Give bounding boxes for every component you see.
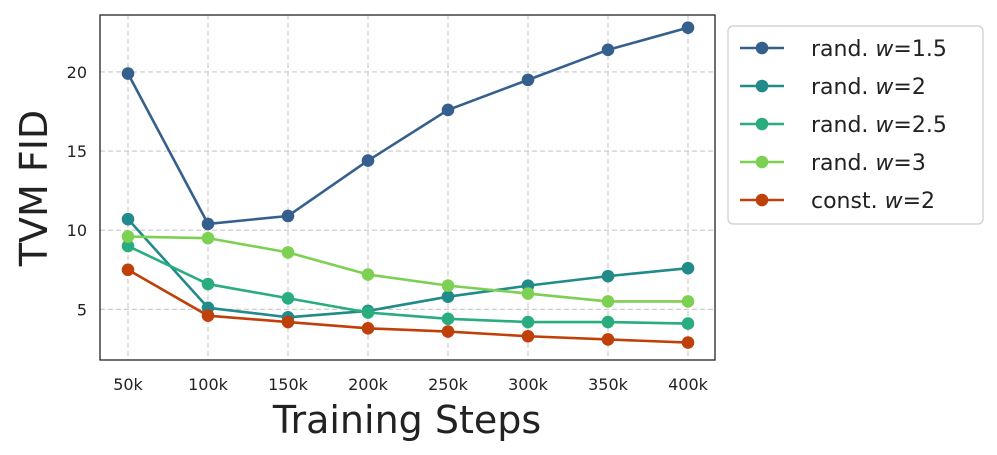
data-point: [681, 317, 695, 330]
y-axis-title: TVM FID: [12, 110, 56, 267]
legend: rand. w=1.5 rand. w=2 rand. w=2.5 rand. w=3…: [727, 25, 984, 225]
data-point: [521, 315, 535, 329]
legend-marker: [755, 193, 769, 207]
legend-box: [727, 25, 984, 225]
legend-marker: [755, 41, 769, 55]
series-5: [121, 263, 695, 349]
data-point: [201, 231, 215, 245]
y-tick-label: 15: [67, 142, 87, 161]
series-line: [127, 244, 689, 325]
data-point: [441, 312, 455, 326]
data-point: [361, 154, 375, 167]
x-tick-label: 150k: [268, 375, 309, 394]
x-tick-label: 250k: [428, 375, 469, 394]
x-tick-label: 50k: [113, 375, 143, 394]
data-point: [681, 21, 695, 34]
legend-entries: rand. w=1.5 rand. w=2 rand. w=2.5 rand. w=3…: [740, 37, 947, 214]
plot-frame: [99, 14, 716, 361]
data-point: [281, 246, 295, 259]
data-point: [121, 263, 135, 277]
legend-entry-3: rand. w=2.5: [740, 113, 947, 138]
x-tick-label: 400k: [668, 375, 709, 394]
x-tick-label: 200k: [348, 375, 389, 394]
legend-label: rand. w=2.5: [811, 113, 947, 138]
series-line: [127, 235, 688, 303]
data-point: [201, 309, 215, 322]
data-point: [601, 333, 615, 346]
data-point: [601, 43, 615, 57]
data-point: [601, 295, 615, 308]
legend-label: rand. w=1.5: [811, 37, 947, 62]
data-point: [281, 291, 295, 305]
legend-marker: [755, 117, 769, 131]
y-tick-labels: 5 10 15 20: [67, 63, 87, 319]
legend-label: const. w=2: [811, 189, 935, 214]
legend-marker: [755, 155, 769, 169]
series-line: [126, 26, 689, 226]
legend-entry-2: rand. w=2: [740, 75, 926, 100]
data-point: [601, 315, 615, 329]
series-1: [121, 21, 695, 231]
data-point: [361, 322, 375, 335]
series-3: [121, 239, 695, 330]
data-point: [441, 325, 455, 338]
series-4: [121, 230, 695, 308]
series-line: [127, 268, 689, 344]
data-point: [121, 67, 135, 80]
data-point: [121, 239, 135, 253]
data-point: [521, 329, 535, 343]
data-point: [601, 269, 615, 283]
data-point: [361, 306, 375, 319]
data-point: [441, 290, 455, 303]
legend-label: rand. w=2: [811, 75, 926, 100]
legend-entry-5: const. w=2: [740, 189, 935, 214]
legend-marker: [755, 79, 769, 93]
data-point: [681, 295, 695, 308]
x-tick-label: 100k: [188, 375, 229, 394]
grid-lines: [100, 15, 715, 360]
data-point: [281, 209, 295, 223]
x-tick-label: 350k: [588, 375, 629, 394]
legend-entry-4: rand. w=3: [740, 151, 926, 176]
data-point: [201, 217, 215, 231]
x-tick-labels: 50k 100k 150k 200k 250k 300k 350k 400k: [113, 375, 708, 394]
x-tick-label: 300k: [508, 375, 549, 394]
data-point: [121, 230, 135, 243]
legend-label: rand. w=3: [811, 151, 926, 176]
series-line: [127, 218, 689, 319]
y-tick-label: 5: [77, 300, 87, 319]
data-point: [201, 277, 215, 291]
data-point: [521, 73, 535, 87]
data-point: [681, 336, 695, 349]
x-axis-title: Training Steps: [272, 398, 541, 442]
series-layer: [121, 21, 695, 349]
y-tick-label: 20: [67, 63, 87, 82]
data-point: [361, 268, 375, 281]
data-point: [521, 287, 535, 300]
data-point: [441, 103, 455, 117]
data-point: [441, 279, 455, 292]
legend-entry-1: rand. w=1.5: [740, 37, 947, 62]
data-point: [121, 212, 135, 226]
data-point: [681, 261, 695, 275]
y-tick-label: 10: [67, 221, 87, 240]
data-point: [281, 315, 295, 329]
